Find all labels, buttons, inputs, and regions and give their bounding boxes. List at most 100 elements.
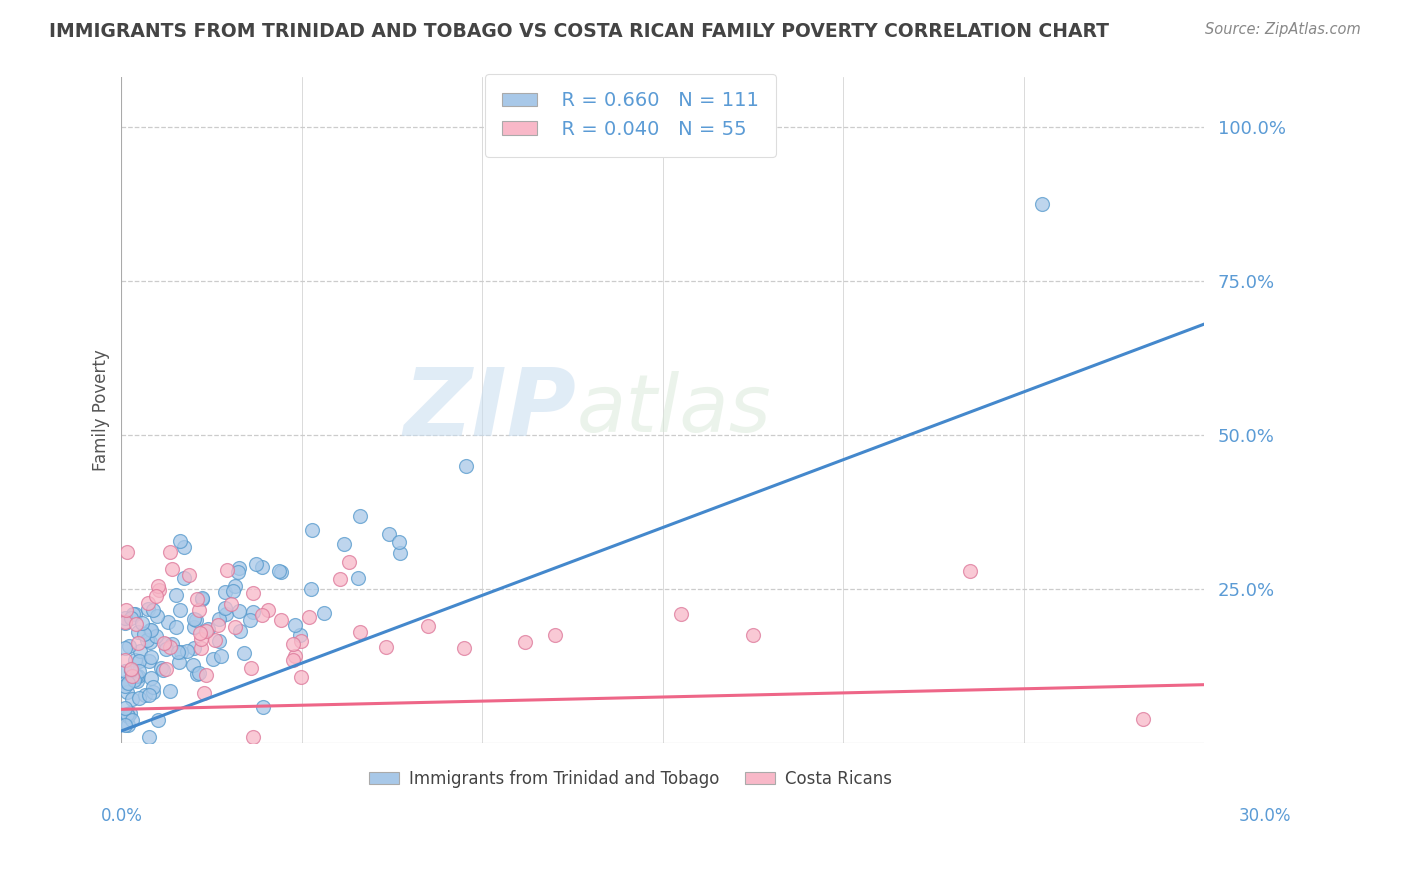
Point bbox=[114, 611, 136, 625]
Point bbox=[181, 657, 204, 672]
Point bbox=[114, 615, 136, 629]
Point bbox=[162, 562, 184, 576]
Point bbox=[128, 690, 150, 705]
Text: IMMIGRANTS FROM TRINIDAD AND TOBAGO VS COSTA RICAN FAMILY POVERTY CORRELATION CH: IMMIGRANTS FROM TRINIDAD AND TOBAGO VS C… bbox=[49, 22, 1109, 41]
Point bbox=[156, 615, 179, 629]
Point bbox=[152, 636, 174, 650]
Point bbox=[114, 718, 136, 732]
Point bbox=[152, 664, 174, 678]
Point bbox=[290, 670, 312, 684]
Point bbox=[120, 662, 142, 676]
Point bbox=[283, 637, 305, 651]
Point bbox=[115, 545, 138, 559]
Point bbox=[207, 617, 229, 632]
Point bbox=[290, 628, 312, 642]
Point bbox=[142, 680, 165, 694]
Point bbox=[155, 662, 177, 676]
Point bbox=[239, 661, 262, 675]
Point bbox=[121, 691, 143, 706]
Point bbox=[134, 688, 156, 702]
Point bbox=[141, 650, 163, 665]
Point bbox=[669, 607, 692, 621]
Point bbox=[284, 617, 307, 632]
Point bbox=[127, 673, 149, 688]
Point bbox=[346, 571, 368, 585]
Point bbox=[242, 585, 264, 599]
Point bbox=[114, 701, 136, 715]
Point bbox=[195, 668, 218, 682]
Text: atlas: atlas bbox=[576, 371, 770, 450]
Point bbox=[160, 636, 183, 650]
Point bbox=[128, 654, 150, 668]
Point bbox=[138, 689, 160, 703]
Point bbox=[138, 730, 160, 744]
Point bbox=[122, 607, 145, 621]
Point bbox=[145, 609, 167, 624]
Point bbox=[167, 656, 190, 670]
Point bbox=[120, 611, 142, 625]
Point bbox=[128, 664, 150, 678]
Point bbox=[173, 540, 195, 554]
Point bbox=[135, 632, 157, 647]
Point bbox=[127, 669, 149, 683]
Point bbox=[142, 685, 165, 699]
Point bbox=[121, 669, 143, 683]
Point bbox=[232, 646, 254, 660]
Point bbox=[513, 635, 536, 649]
Point bbox=[349, 509, 371, 524]
Point bbox=[136, 601, 159, 615]
Point bbox=[190, 632, 212, 646]
Point bbox=[121, 714, 143, 728]
Point bbox=[228, 604, 250, 618]
Point bbox=[214, 601, 236, 615]
Point bbox=[209, 648, 232, 663]
Point bbox=[215, 607, 238, 621]
Point bbox=[284, 649, 307, 664]
Point bbox=[122, 673, 145, 687]
Point bbox=[242, 605, 264, 619]
Point bbox=[190, 640, 212, 655]
Point bbox=[204, 633, 226, 648]
Point bbox=[208, 634, 231, 648]
Point bbox=[159, 545, 181, 559]
Point bbox=[169, 603, 191, 617]
Text: 0.0%: 0.0% bbox=[101, 807, 143, 825]
Point bbox=[221, 598, 243, 612]
Point bbox=[186, 591, 208, 606]
Point bbox=[145, 630, 167, 644]
Point bbox=[125, 669, 148, 683]
Point bbox=[136, 596, 159, 610]
Point bbox=[269, 564, 291, 578]
Point bbox=[129, 644, 152, 658]
Point bbox=[329, 573, 352, 587]
Point bbox=[543, 628, 565, 642]
Point bbox=[388, 546, 411, 560]
Point bbox=[159, 684, 181, 698]
Point bbox=[188, 665, 211, 680]
Point bbox=[298, 610, 321, 624]
Point bbox=[159, 640, 181, 654]
Point bbox=[250, 560, 273, 574]
Point bbox=[155, 641, 177, 656]
Point bbox=[301, 524, 323, 538]
Point bbox=[115, 675, 138, 690]
Point bbox=[1031, 196, 1053, 211]
Point bbox=[146, 578, 169, 592]
Y-axis label: Family Poverty: Family Poverty bbox=[93, 350, 110, 471]
Point bbox=[191, 592, 214, 607]
Point bbox=[214, 585, 236, 599]
Point bbox=[134, 627, 156, 641]
Point bbox=[118, 639, 141, 653]
Point bbox=[959, 564, 981, 578]
Point bbox=[114, 615, 136, 630]
Point bbox=[378, 527, 401, 541]
Point bbox=[131, 616, 153, 631]
Point bbox=[114, 640, 136, 655]
Point bbox=[118, 706, 141, 720]
Point bbox=[124, 607, 146, 622]
Point bbox=[179, 568, 201, 582]
Point bbox=[229, 624, 252, 639]
Point bbox=[188, 625, 211, 640]
Point bbox=[114, 653, 136, 667]
Point bbox=[139, 623, 162, 637]
